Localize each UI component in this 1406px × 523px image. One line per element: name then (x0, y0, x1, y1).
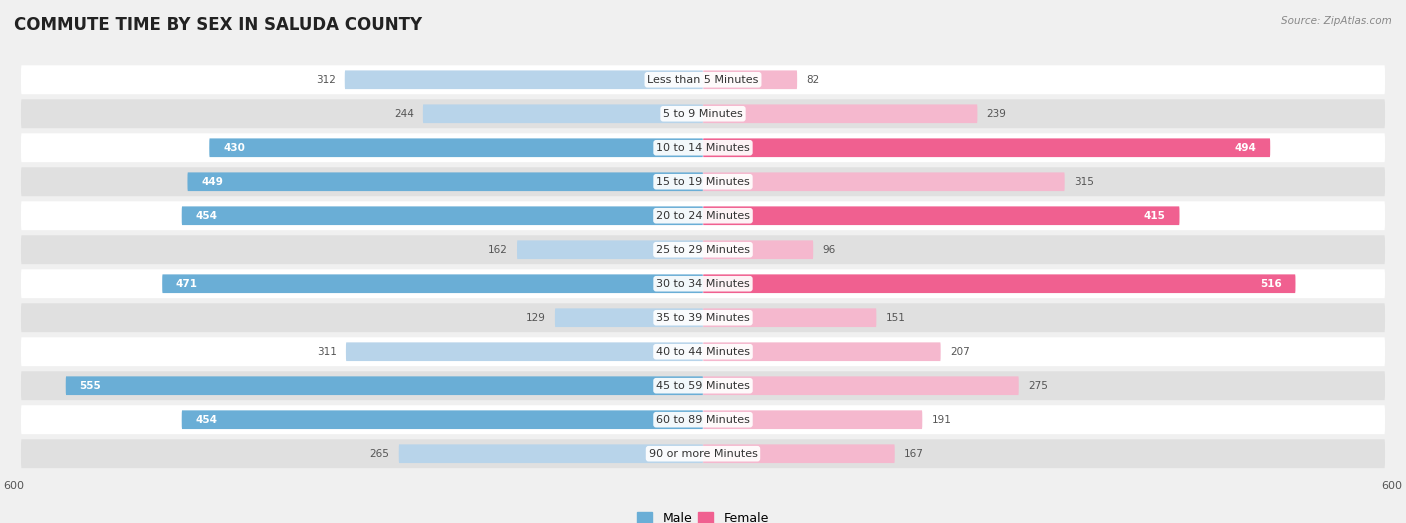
Text: 40 to 44 Minutes: 40 to 44 Minutes (657, 347, 749, 357)
FancyBboxPatch shape (21, 269, 1385, 298)
Text: 30 to 34 Minutes: 30 to 34 Minutes (657, 279, 749, 289)
FancyBboxPatch shape (21, 167, 1385, 196)
Text: 45 to 59 Minutes: 45 to 59 Minutes (657, 381, 749, 391)
Text: 207: 207 (950, 347, 970, 357)
FancyBboxPatch shape (21, 439, 1385, 468)
FancyBboxPatch shape (21, 201, 1385, 230)
Text: 129: 129 (526, 313, 546, 323)
Text: 312: 312 (316, 75, 336, 85)
FancyBboxPatch shape (703, 445, 894, 463)
Text: 96: 96 (823, 245, 835, 255)
FancyBboxPatch shape (346, 343, 703, 361)
FancyBboxPatch shape (187, 173, 703, 191)
FancyBboxPatch shape (703, 207, 1180, 225)
Text: 35 to 39 Minutes: 35 to 39 Minutes (657, 313, 749, 323)
FancyBboxPatch shape (344, 71, 703, 89)
FancyBboxPatch shape (21, 133, 1385, 162)
FancyBboxPatch shape (555, 309, 703, 327)
Text: 311: 311 (316, 347, 336, 357)
Text: 239: 239 (987, 109, 1007, 119)
FancyBboxPatch shape (517, 241, 703, 259)
Text: 82: 82 (807, 75, 820, 85)
Text: 555: 555 (80, 381, 101, 391)
FancyBboxPatch shape (21, 303, 1385, 332)
Legend: Male, Female: Male, Female (633, 507, 773, 523)
Text: Source: ZipAtlas.com: Source: ZipAtlas.com (1281, 16, 1392, 26)
Text: 275: 275 (1028, 381, 1047, 391)
FancyBboxPatch shape (21, 235, 1385, 264)
Text: 244: 244 (394, 109, 413, 119)
Text: 516: 516 (1260, 279, 1282, 289)
Text: 454: 454 (195, 415, 218, 425)
FancyBboxPatch shape (703, 411, 922, 429)
FancyBboxPatch shape (703, 173, 1064, 191)
Text: 454: 454 (195, 211, 218, 221)
FancyBboxPatch shape (703, 139, 1270, 157)
FancyBboxPatch shape (399, 445, 703, 463)
Text: 25 to 29 Minutes: 25 to 29 Minutes (657, 245, 749, 255)
Text: 10 to 14 Minutes: 10 to 14 Minutes (657, 143, 749, 153)
Text: 167: 167 (904, 449, 924, 459)
FancyBboxPatch shape (21, 405, 1385, 434)
FancyBboxPatch shape (162, 275, 703, 293)
FancyBboxPatch shape (703, 71, 797, 89)
Text: 90 or more Minutes: 90 or more Minutes (648, 449, 758, 459)
Text: 430: 430 (224, 143, 245, 153)
FancyBboxPatch shape (703, 343, 941, 361)
FancyBboxPatch shape (209, 139, 703, 157)
FancyBboxPatch shape (703, 377, 1019, 395)
FancyBboxPatch shape (21, 337, 1385, 366)
Text: 315: 315 (1074, 177, 1094, 187)
FancyBboxPatch shape (21, 99, 1385, 128)
Text: 162: 162 (488, 245, 508, 255)
Text: 151: 151 (886, 313, 905, 323)
FancyBboxPatch shape (703, 241, 813, 259)
Text: 191: 191 (932, 415, 952, 425)
Text: 15 to 19 Minutes: 15 to 19 Minutes (657, 177, 749, 187)
Text: 265: 265 (370, 449, 389, 459)
Text: 471: 471 (176, 279, 198, 289)
Text: Less than 5 Minutes: Less than 5 Minutes (647, 75, 759, 85)
Text: 449: 449 (201, 177, 224, 187)
FancyBboxPatch shape (21, 65, 1385, 94)
FancyBboxPatch shape (181, 207, 703, 225)
FancyBboxPatch shape (66, 377, 703, 395)
FancyBboxPatch shape (21, 371, 1385, 400)
FancyBboxPatch shape (703, 275, 1295, 293)
Text: 5 to 9 Minutes: 5 to 9 Minutes (664, 109, 742, 119)
FancyBboxPatch shape (423, 105, 703, 123)
Text: COMMUTE TIME BY SEX IN SALUDA COUNTY: COMMUTE TIME BY SEX IN SALUDA COUNTY (14, 16, 422, 33)
FancyBboxPatch shape (703, 105, 977, 123)
Text: 415: 415 (1144, 211, 1166, 221)
FancyBboxPatch shape (703, 309, 876, 327)
Text: 60 to 89 Minutes: 60 to 89 Minutes (657, 415, 749, 425)
Text: 20 to 24 Minutes: 20 to 24 Minutes (657, 211, 749, 221)
Text: 494: 494 (1234, 143, 1257, 153)
FancyBboxPatch shape (181, 411, 703, 429)
